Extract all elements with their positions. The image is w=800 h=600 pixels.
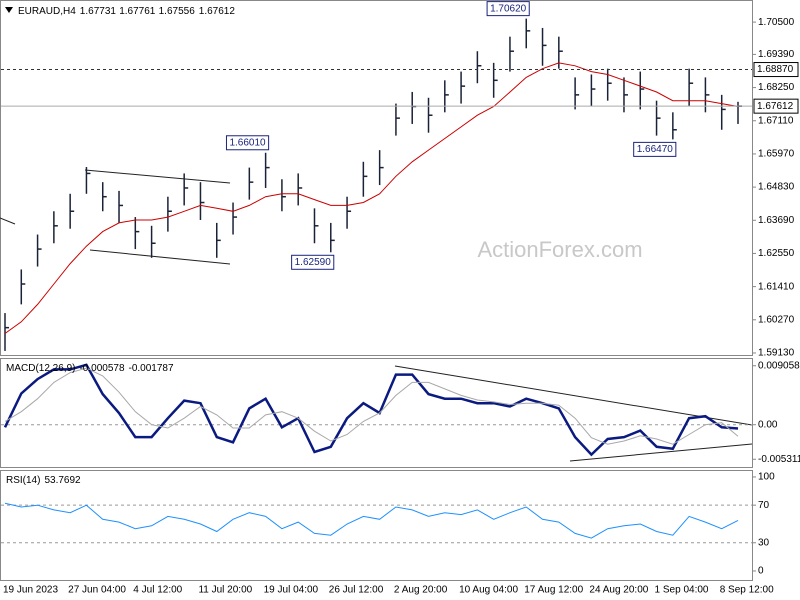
y-tick-label: 100 xyxy=(758,472,775,483)
x-tick-label: 17 Aug 12:00 xyxy=(524,585,583,596)
annotation-label: 1.66470 xyxy=(637,144,674,155)
trend-line xyxy=(569,443,753,462)
y-tick-label: 1.62550 xyxy=(758,248,795,259)
x-tick-label: 19 Jun 2023 xyxy=(3,585,58,596)
y-tick-label: -0.005311 xyxy=(758,454,800,465)
indicator-line xyxy=(4,502,739,539)
annotation-label: 1.62590 xyxy=(295,257,332,268)
y-tick-label: 1.65970 xyxy=(758,149,795,160)
x-tick-label: 2 Aug 20:00 xyxy=(394,585,448,596)
quote-value: 1.67731 xyxy=(80,6,117,17)
y-tick-label: 1.67110 xyxy=(758,115,794,126)
watermark: ActionForex.com xyxy=(477,237,642,262)
y-tick-label: 1.70500 xyxy=(758,17,795,28)
indicator-header: MACD(12,26,9) -0.000578 -0.001787 xyxy=(6,363,174,374)
y-tick-label: 0 xyxy=(758,566,764,577)
annotation-box xyxy=(291,254,335,270)
macd-panel xyxy=(0,358,753,468)
y-tick-label: 1.69390 xyxy=(758,49,795,60)
x-tick-label: 8 Sep 12:00 xyxy=(720,585,774,596)
y-tick-label: 0.00 xyxy=(758,419,778,430)
price-label-box xyxy=(753,62,799,78)
trend-line xyxy=(394,365,753,426)
annotation-box xyxy=(633,141,677,157)
quote-value: 1.67556 xyxy=(159,6,196,17)
annotation-box xyxy=(225,135,270,151)
channel-line xyxy=(89,249,231,265)
x-tick-label: 11 Jul 20:00 xyxy=(198,585,252,596)
indicator-readout: -0.000578 xyxy=(79,363,124,374)
indicator-name: RSI(14) xyxy=(6,475,40,486)
quote-value: 1.67761 xyxy=(119,6,156,17)
trend-line xyxy=(0,217,16,225)
y-tick-label: 1.61410 xyxy=(758,281,795,292)
y-tick-label: 1.68250 xyxy=(758,82,795,93)
indicator-name: MACD(12,26,9) xyxy=(6,363,75,374)
price-label: 1.67612 xyxy=(757,101,794,112)
annotation: 1.62590 xyxy=(291,254,335,270)
annotation-label: 1.66010 xyxy=(229,137,266,148)
y-tick-label: 0.009058 xyxy=(758,360,800,371)
y-tick-label: 1.64830 xyxy=(758,182,795,193)
x-tick-label: 4 Jul 12:00 xyxy=(133,585,182,596)
price-label-box xyxy=(753,98,799,114)
header: EURAUD,H4 1.67731 1.67761 1.67556 1.67612 xyxy=(18,6,235,17)
y-tick-label: 1.60270 xyxy=(758,314,795,325)
indicator-readout: 53.7692 xyxy=(44,475,81,486)
y-tick-label: 1.59130 xyxy=(758,348,795,359)
indicator-header: RSI(14) 53.7692 xyxy=(6,475,81,486)
x-tick-label: 19 Jul 04:00 xyxy=(264,585,319,596)
price-panel xyxy=(0,0,753,356)
x-tick-label: 24 Aug 20:00 xyxy=(589,585,648,596)
indicator-line xyxy=(4,367,739,445)
annotation: 1.70620 xyxy=(486,1,530,17)
annotation-box xyxy=(486,1,530,17)
annotation: 1.66010 xyxy=(225,135,270,151)
menu-icon xyxy=(5,7,13,13)
rsi-panel xyxy=(0,470,753,581)
indicator-readout: -0.001787 xyxy=(129,363,174,374)
y-tick-label: 70 xyxy=(758,500,770,511)
y-tick-label: 1.63690 xyxy=(758,215,795,226)
annotation-label: 1.70620 xyxy=(490,3,527,14)
moving-average xyxy=(4,62,739,334)
x-tick-label: 27 Jun 04:00 xyxy=(68,585,126,596)
channel-line xyxy=(84,169,231,184)
x-tick-label: 26 Jul 12:00 xyxy=(329,585,384,596)
indicator-line xyxy=(3,363,739,457)
x-tick-label: 1 Sep 04:00 xyxy=(655,585,709,596)
y-tick-label: 30 xyxy=(758,537,770,548)
price-label: 1.68870 xyxy=(757,64,794,75)
quote-value: 1.67612 xyxy=(199,6,236,17)
x-tick-label: 10 Aug 04:00 xyxy=(459,585,518,596)
symbol: EURAUD,H4 xyxy=(18,6,76,17)
annotation: 1.66470 xyxy=(633,141,677,157)
